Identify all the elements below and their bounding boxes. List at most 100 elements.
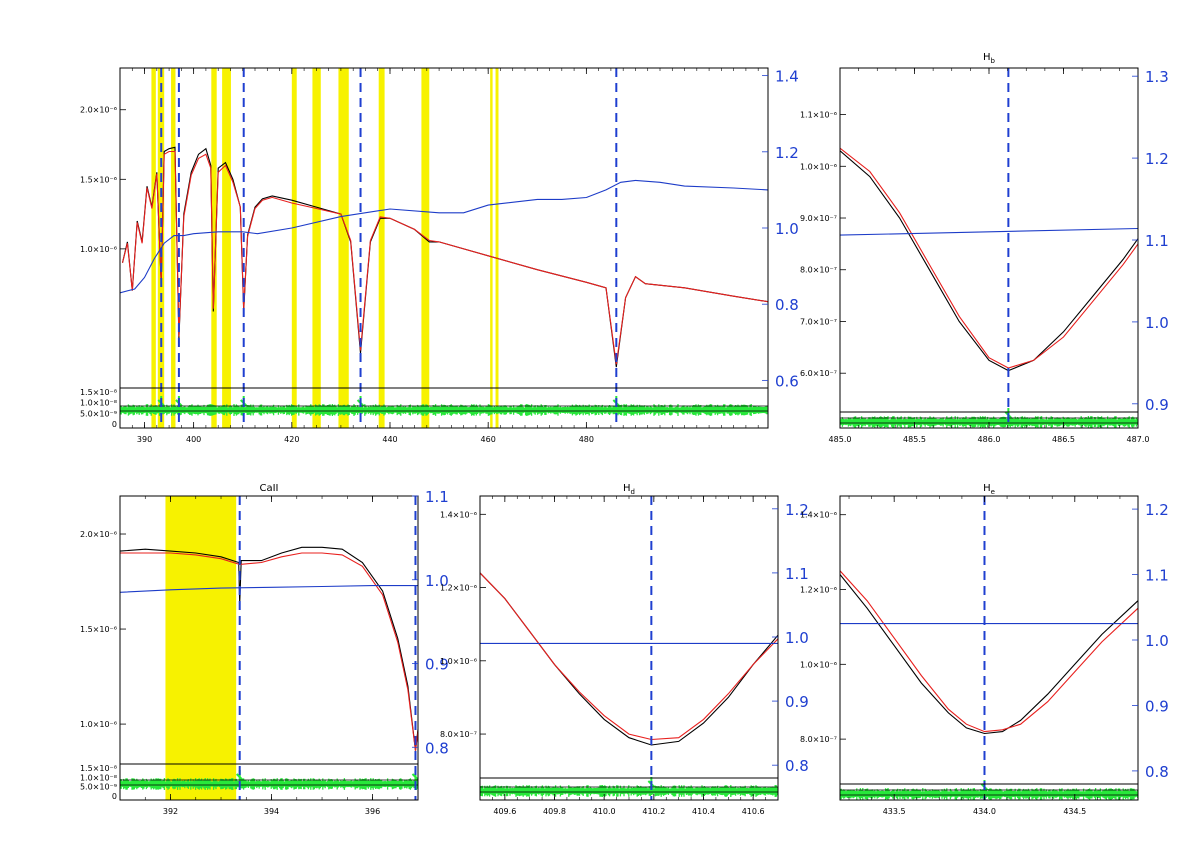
y2-tick-label: 0.9 bbox=[1145, 697, 1169, 715]
y2-tick-label: 1.0 bbox=[785, 629, 809, 647]
residual-tick-label: 1.0×10⁻⁸ bbox=[80, 399, 117, 408]
x-tick-label: 392 bbox=[163, 807, 178, 816]
series-line-2 bbox=[120, 179, 768, 294]
plot-frame bbox=[119, 495, 419, 765]
mask-band-5 bbox=[291, 68, 297, 428]
residual-tick-label: 1.5×10⁻⁸ bbox=[80, 388, 117, 397]
y2-tick-label: 1.4 bbox=[775, 68, 799, 86]
y2-tick-label: 1.1 bbox=[785, 565, 809, 583]
y-tick-label: 1.0×10⁻⁶ bbox=[800, 162, 837, 171]
x-tick-label: 440 bbox=[382, 435, 397, 444]
panel-he: 433.5 434.0 434.5 8.0×10⁻⁷ 1.0×10⁻⁶ 1.2×10⁻⁶ 1… bbox=[800, 483, 1169, 816]
series-line-1 bbox=[480, 572, 778, 741]
mask-band-3 bbox=[211, 68, 217, 428]
x-tick-label: 486.5 bbox=[1052, 435, 1075, 444]
x-tick-label: 390 bbox=[137, 435, 152, 444]
x-tick-label: 409.6 bbox=[493, 807, 516, 816]
x-tick-label: 480 bbox=[579, 435, 594, 444]
residual-tick-label: 0 bbox=[112, 420, 117, 429]
y2-tick-label: 1.1 bbox=[425, 488, 449, 506]
x-tick-label: 420 bbox=[284, 435, 299, 444]
mask-band-0 bbox=[165, 496, 237, 800]
panel-title: He bbox=[983, 483, 995, 496]
series-line-0 bbox=[840, 574, 1138, 735]
series-line-1 bbox=[840, 147, 1138, 369]
y-tick-label: 1.0×10⁻⁶ bbox=[800, 660, 837, 669]
mask-band-4 bbox=[222, 68, 231, 428]
y2-tick-label: 0.6 bbox=[775, 372, 799, 390]
x-tick-label: 394 bbox=[264, 807, 279, 816]
y2-tick-label: 1.2 bbox=[785, 501, 809, 519]
x-tick-label: 485.0 bbox=[829, 435, 852, 444]
residual-tick-label: 1.5×10⁻⁸ bbox=[80, 764, 117, 773]
y2-tick-label: 1.2 bbox=[1145, 501, 1169, 519]
mask-band-9 bbox=[421, 68, 430, 428]
y2-tick-label: 1.2 bbox=[775, 144, 799, 162]
mask-band-1 bbox=[171, 68, 176, 428]
residual-tick-label: 0 bbox=[112, 792, 117, 801]
x-tick-label: 486.0 bbox=[978, 435, 1001, 444]
residual-tick-label: 5.0×10⁻⁹ bbox=[80, 409, 117, 418]
y-tick-label: 8.0×10⁻⁷ bbox=[800, 266, 837, 275]
panel-main: 390 400 420 440 460 480 1.0×10⁻⁶ 1.5×10⁻⁶ 2.0×10… bbox=[80, 67, 799, 444]
panel-title: Hd bbox=[623, 483, 635, 496]
y2-tick-label: 1.3 bbox=[1145, 68, 1169, 86]
y-tick-label: 9.0×10⁻⁷ bbox=[800, 214, 837, 223]
mask-band-8 bbox=[378, 68, 385, 428]
y2-tick-label: 1.0 bbox=[425, 572, 449, 590]
mask-band-0 bbox=[151, 68, 156, 428]
x-tick-label: 410.2 bbox=[642, 807, 665, 816]
x-tick-label: 433.5 bbox=[883, 807, 906, 816]
x-tick-label: 410.6 bbox=[742, 807, 765, 816]
series-line-2 bbox=[840, 227, 1138, 236]
y-tick-label: 8.0×10⁻⁷ bbox=[800, 735, 837, 744]
residual-frame bbox=[839, 783, 1139, 801]
plot-frame bbox=[479, 495, 779, 779]
y-tick-label: 1.5×10⁻⁶ bbox=[80, 625, 117, 634]
plot-frame bbox=[839, 495, 1139, 785]
residual-noise bbox=[840, 408, 1138, 428]
y-tick-label: 2.0×10⁻⁶ bbox=[80, 530, 117, 539]
y2-tick-label: 0.8 bbox=[785, 757, 809, 775]
panel-title: Hb bbox=[983, 52, 996, 65]
mask-band-7 bbox=[338, 68, 349, 428]
y2-tick-label: 1.0 bbox=[775, 220, 799, 238]
y-tick-label: 1.0×10⁻⁶ bbox=[440, 657, 477, 666]
y2-tick-label: 1.1 bbox=[1145, 232, 1169, 250]
series-line-0 bbox=[840, 150, 1138, 372]
x-tick-label: 409.8 bbox=[543, 807, 566, 816]
mask-band-6 bbox=[312, 68, 321, 428]
x-tick-label: 460 bbox=[481, 435, 496, 444]
x-tick-label: 434.5 bbox=[1063, 807, 1086, 816]
series-line-0 bbox=[121, 146, 768, 368]
y2-tick-label: 0.8 bbox=[1145, 763, 1169, 781]
y2-tick-label: 1.2 bbox=[1145, 150, 1169, 168]
y-tick-label: 1.4×10⁻⁶ bbox=[440, 510, 477, 519]
y-tick-label: 1.0×10⁻⁶ bbox=[80, 720, 117, 729]
y-tick-label: 1.4×10⁻⁶ bbox=[800, 511, 837, 520]
y-tick-label: 7.0×10⁻⁷ bbox=[800, 317, 837, 326]
panel-caii: 392 394 396 1.0×10⁻⁶ 1.5×10⁻⁶ 2.0×10⁻⁶ 0.8 0.9 1… bbox=[80, 483, 449, 816]
y2-tick-label: 0.9 bbox=[425, 656, 449, 674]
mask-band-10 bbox=[490, 68, 493, 428]
y2-tick-label: 1.1 bbox=[1145, 567, 1169, 585]
series-line-0 bbox=[480, 572, 778, 746]
x-tick-label: 400 bbox=[186, 435, 201, 444]
series-line-2 bbox=[120, 585, 418, 593]
y-tick-label: 6.0×10⁻⁷ bbox=[800, 369, 837, 378]
y-tick-label: 2.0×10⁻⁶ bbox=[80, 106, 117, 115]
x-tick-label: 434.0 bbox=[973, 807, 996, 816]
series-line-1 bbox=[840, 570, 1138, 733]
mask-band-11 bbox=[495, 68, 499, 428]
x-tick-label: 396 bbox=[365, 807, 380, 816]
y-tick-label: 1.2×10⁻⁶ bbox=[800, 586, 837, 595]
y2-tick-label: 0.8 bbox=[775, 296, 799, 314]
x-tick-label: 487.0 bbox=[1127, 435, 1150, 444]
x-tick-label: 485.5 bbox=[903, 435, 926, 444]
residual-tick-label: 5.0×10⁻⁹ bbox=[80, 783, 117, 792]
y-tick-label: 1.5×10⁻⁶ bbox=[80, 175, 117, 184]
y2-tick-label: 1.0 bbox=[1145, 632, 1169, 650]
y2-tick-label: 0.8 bbox=[425, 739, 449, 757]
y-tick-label: 1.0×10⁻⁶ bbox=[80, 245, 117, 254]
